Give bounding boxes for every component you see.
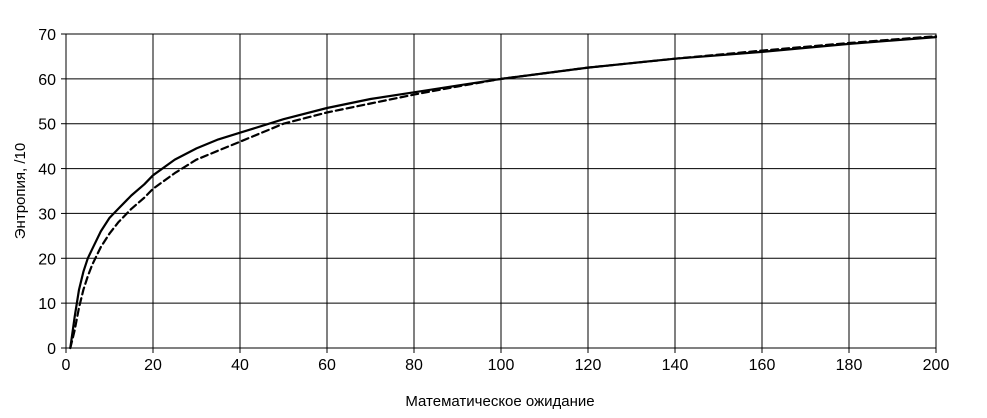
x-tick-label: 180 [836,357,863,374]
x-tick-label: 140 [662,357,689,374]
y-tick-label: 60 [38,72,56,89]
x-tick-label: 120 [575,357,602,374]
y-tick-label: 50 [38,117,56,134]
x-tick-label: 80 [405,357,423,374]
x-tick-label: 20 [144,357,162,374]
grid-layer [65,33,937,349]
x-tick-label: 40 [231,357,249,374]
x-tick-label: 160 [749,357,776,374]
x-tick-label: 0 [62,357,71,374]
x-tick-label: 60 [318,357,336,374]
y-tick-label: 20 [38,251,56,268]
tick-labels-layer: 0 20 40 60 80 100 120 140 160 180 200 0 10 20 30 40 50 60… [38,27,949,374]
series-layer [69,35,938,350]
y-axis-title: Энтропия, /10 [12,143,29,239]
y-tick-label: 0 [47,341,56,358]
x-tick-label: 100 [488,357,515,374]
y-tick-label: 10 [38,296,56,313]
y-tick-label: 40 [38,162,56,179]
plot-frame [65,33,937,349]
y-tick-label: 30 [38,206,56,223]
series-line-solid [69,36,938,350]
axes-layer [61,33,937,353]
y-tick-label: 70 [38,27,56,44]
series-line-dashed [69,35,938,350]
x-axis-title: Математическое ожидание [405,393,594,410]
x-tick-label: 200 [923,357,950,374]
